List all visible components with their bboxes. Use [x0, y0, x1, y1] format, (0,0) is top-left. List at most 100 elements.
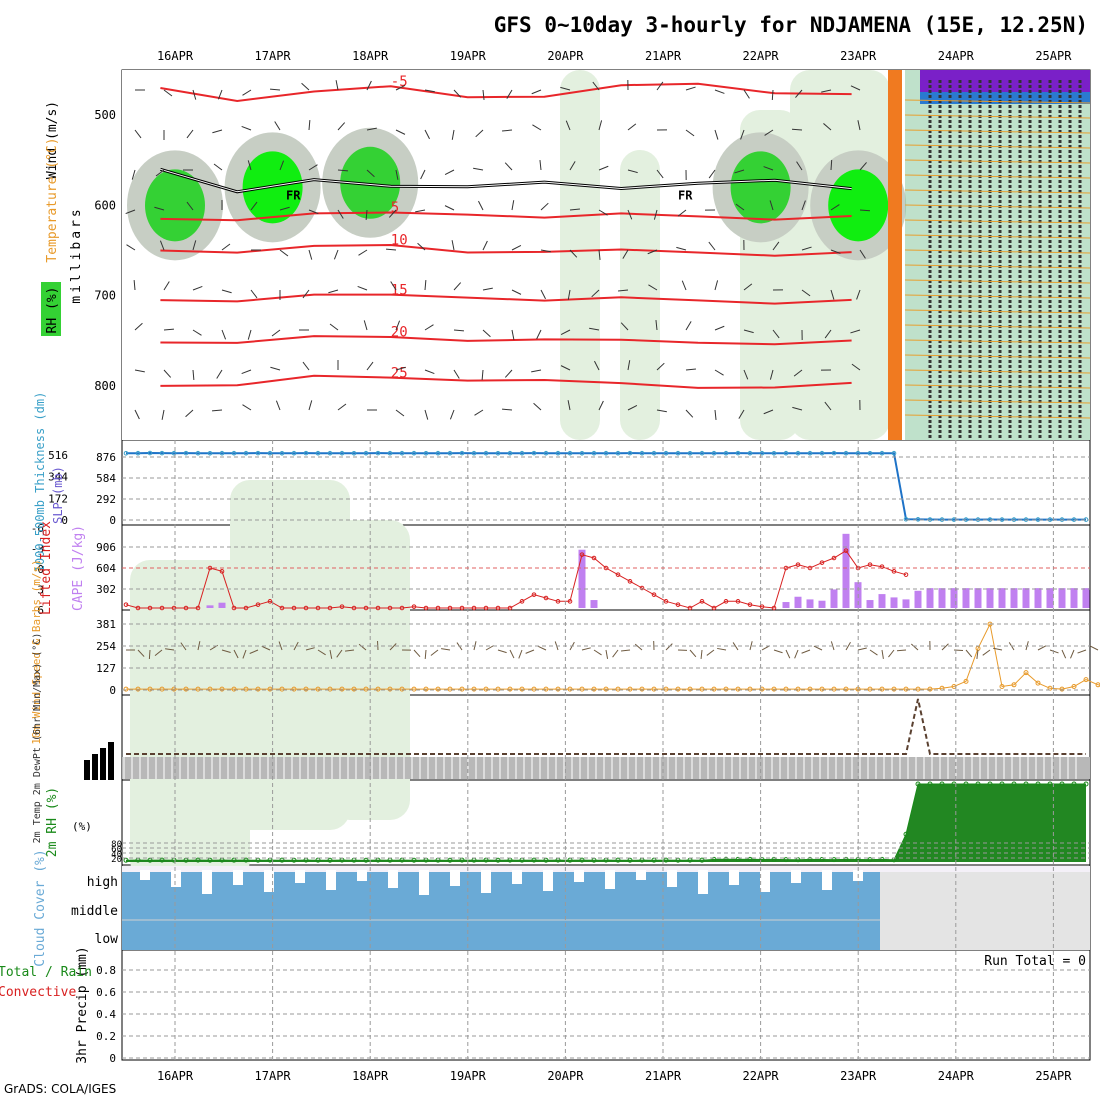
lower-panels	[84, 450, 1100, 950]
upper-air-anomaly-region	[905, 70, 1090, 440]
wind-barb	[627, 169, 638, 174]
wind-barb	[478, 200, 484, 211]
cloud-gap	[791, 870, 801, 883]
wind10m-speed-point	[807, 686, 813, 692]
wind-barb	[451, 129, 455, 140]
thickness-point	[231, 450, 237, 456]
rh2m-point	[699, 857, 705, 863]
temperature-contour	[160, 243, 852, 257]
wind-barb	[337, 403, 347, 411]
cape-bar	[1010, 588, 1018, 608]
wind-barb	[504, 162, 513, 171]
pressure-tick-label: 800	[94, 379, 116, 393]
wind-barb	[714, 89, 725, 94]
wind-barb	[594, 360, 600, 371]
wind-barb	[589, 327, 600, 331]
wind-barb	[714, 129, 719, 140]
wind10m-speed-point	[867, 686, 873, 692]
wind10m-speed-point	[303, 686, 309, 692]
wind-barb	[504, 369, 513, 378]
rh2m-point	[975, 781, 981, 787]
thickness-point	[663, 450, 669, 456]
temperature-contour-label: -5	[391, 74, 408, 90]
cape-bar	[998, 588, 1006, 608]
wind-barb	[337, 122, 346, 131]
wind10m-barb	[1070, 649, 1075, 659]
cape-bar	[926, 588, 934, 608]
wind10m-barb	[910, 643, 919, 651]
thickness-point	[183, 450, 189, 456]
rh-light-region	[560, 70, 600, 440]
upper-air-isotherm-dense	[904, 369, 1091, 374]
wind10m-barb	[497, 649, 507, 654]
thickness-point	[903, 516, 909, 522]
wind-barb	[161, 409, 165, 420]
cloud-gap	[729, 870, 739, 885]
wind-barb	[163, 328, 175, 331]
wind-barb	[708, 169, 716, 179]
wind-barb	[337, 209, 344, 219]
wind10m-speed-point	[1083, 677, 1089, 683]
wind-label: Wind (m/s)	[45, 101, 60, 179]
day-tick-top: 21APR	[645, 49, 682, 63]
thickness-point	[627, 450, 633, 456]
wind-barb	[743, 369, 749, 380]
wind-barb	[424, 129, 430, 140]
lifted-index-point	[435, 605, 441, 611]
pressure-tick-label: 600	[94, 198, 116, 212]
rh2m-point	[447, 857, 453, 863]
wind-barb	[473, 167, 484, 171]
upper-air-isotherm-dense	[904, 414, 1091, 419]
wind10m-barb	[993, 647, 1003, 651]
cloud-gap	[667, 870, 677, 887]
wind10m-barb	[1037, 645, 1047, 651]
wind-barb	[363, 320, 368, 331]
wind-barb	[823, 123, 832, 131]
lifted-index-point	[711, 605, 717, 611]
wind10m-barb	[293, 641, 299, 651]
wind-barb	[677, 209, 687, 217]
wind-barb	[424, 279, 427, 291]
cloud-gap	[822, 870, 832, 890]
lifted-index-point	[615, 572, 621, 577]
wind10m-speed-point	[411, 686, 417, 692]
rh-light-region	[330, 520, 410, 820]
lifted-index-point	[771, 605, 777, 611]
lifted-index-point	[567, 599, 573, 604]
wind10m-speed-point	[219, 686, 225, 692]
wind10m-barb	[221, 649, 231, 653]
thickness-point	[507, 450, 513, 456]
cloud-gap	[140, 870, 150, 880]
wind-barb	[192, 285, 203, 291]
rh2m-point	[159, 857, 165, 863]
wind-barb	[655, 320, 658, 331]
wind10m-speed-point	[159, 686, 165, 692]
wind10m-speed-point	[627, 686, 633, 692]
cloud-gap	[698, 870, 708, 894]
day-tick-bottom: 17APR	[255, 1069, 292, 1083]
wind-barb	[134, 369, 145, 373]
rh2m-line	[125, 783, 1086, 861]
wind10m-barb	[634, 643, 643, 651]
cloud-gap	[543, 870, 553, 891]
thickness-point	[543, 450, 549, 456]
wind-barb	[217, 89, 223, 100]
cape-bar	[842, 533, 850, 608]
wind-barb	[734, 169, 745, 174]
wind10m-barb	[857, 647, 867, 651]
wind-barb	[482, 240, 488, 251]
wind-barb	[395, 366, 406, 371]
temperature-contour-label: 10	[391, 233, 408, 249]
wind-barb	[676, 246, 687, 251]
cape-bar	[902, 599, 910, 608]
cloud-high-strip	[122, 866, 1090, 872]
wind-barb	[769, 200, 774, 211]
lifted-index-point	[675, 602, 681, 607]
wind-barb	[569, 161, 576, 171]
rh2m-point	[939, 781, 945, 787]
wind10m-speed-point	[423, 686, 429, 692]
wind10m-speed-point	[231, 686, 237, 692]
wind-barb	[560, 365, 571, 371]
rh2m-point	[723, 856, 729, 862]
wind-barb	[792, 406, 803, 411]
